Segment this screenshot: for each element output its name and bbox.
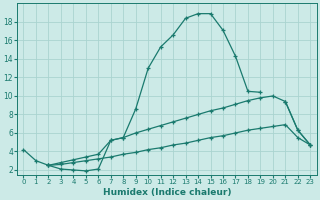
X-axis label: Humidex (Indice chaleur): Humidex (Indice chaleur)	[103, 188, 231, 197]
